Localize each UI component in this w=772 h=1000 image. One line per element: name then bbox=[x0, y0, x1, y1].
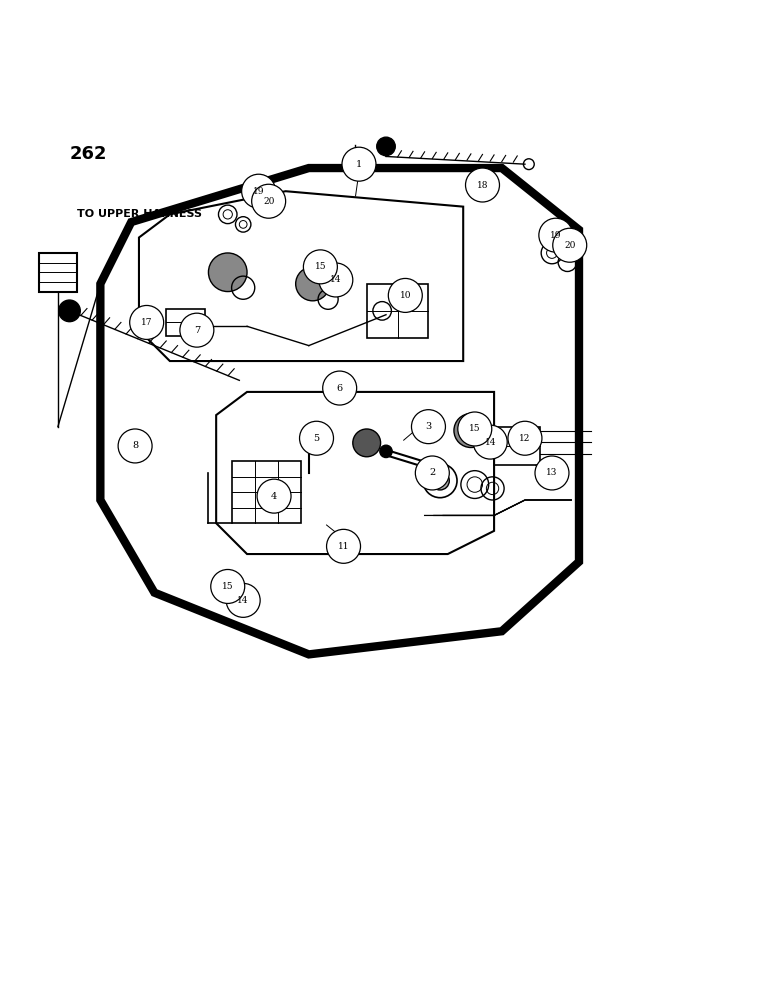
Circle shape bbox=[388, 278, 422, 312]
Circle shape bbox=[303, 250, 337, 284]
Circle shape bbox=[535, 456, 569, 490]
Circle shape bbox=[415, 456, 449, 490]
Circle shape bbox=[118, 429, 152, 463]
Text: 3: 3 bbox=[425, 422, 432, 431]
Text: 6: 6 bbox=[337, 384, 343, 393]
Text: 14: 14 bbox=[485, 438, 496, 447]
Circle shape bbox=[242, 174, 276, 208]
Circle shape bbox=[342, 147, 376, 181]
Circle shape bbox=[130, 305, 164, 339]
Text: 19: 19 bbox=[550, 231, 561, 240]
Text: 13: 13 bbox=[547, 468, 557, 477]
Circle shape bbox=[226, 583, 260, 617]
Circle shape bbox=[458, 412, 492, 446]
Circle shape bbox=[211, 569, 245, 603]
Circle shape bbox=[466, 168, 499, 202]
Circle shape bbox=[454, 414, 488, 448]
Circle shape bbox=[296, 267, 330, 301]
Text: 8: 8 bbox=[132, 441, 138, 450]
Text: 20: 20 bbox=[263, 197, 274, 206]
Circle shape bbox=[208, 253, 247, 292]
Text: 15: 15 bbox=[469, 424, 481, 433]
Text: 20: 20 bbox=[564, 241, 575, 250]
Text: 15: 15 bbox=[314, 262, 327, 271]
Circle shape bbox=[431, 471, 449, 490]
Circle shape bbox=[180, 313, 214, 347]
Circle shape bbox=[300, 421, 334, 455]
Circle shape bbox=[319, 263, 353, 297]
Circle shape bbox=[380, 445, 392, 458]
Circle shape bbox=[257, 479, 291, 513]
Text: 14: 14 bbox=[238, 596, 249, 605]
Text: 7: 7 bbox=[194, 326, 200, 335]
Circle shape bbox=[411, 410, 445, 444]
Text: 10: 10 bbox=[400, 291, 411, 300]
Circle shape bbox=[323, 371, 357, 405]
Circle shape bbox=[553, 228, 587, 262]
Text: 19: 19 bbox=[253, 187, 264, 196]
Text: 11: 11 bbox=[338, 542, 349, 551]
Text: 17: 17 bbox=[141, 318, 152, 327]
Text: 14: 14 bbox=[330, 275, 341, 284]
Text: 4: 4 bbox=[271, 492, 277, 501]
Text: 1: 1 bbox=[356, 160, 362, 169]
Circle shape bbox=[59, 300, 80, 322]
Text: 12: 12 bbox=[520, 434, 530, 443]
Circle shape bbox=[539, 218, 573, 252]
Circle shape bbox=[508, 421, 542, 455]
Text: 2: 2 bbox=[429, 468, 435, 477]
Text: 262: 262 bbox=[69, 145, 107, 163]
Text: 5: 5 bbox=[313, 434, 320, 443]
Circle shape bbox=[353, 429, 381, 457]
Circle shape bbox=[327, 529, 361, 563]
Text: 18: 18 bbox=[477, 181, 488, 190]
Circle shape bbox=[252, 184, 286, 218]
Circle shape bbox=[377, 137, 395, 156]
Text: 15: 15 bbox=[222, 582, 234, 591]
Circle shape bbox=[473, 425, 507, 459]
Text: TO UPPER HARNESS: TO UPPER HARNESS bbox=[77, 209, 202, 219]
